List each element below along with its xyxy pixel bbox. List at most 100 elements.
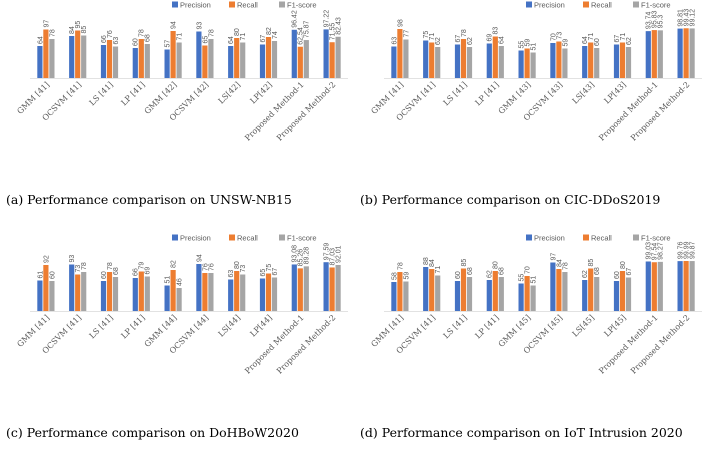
- data-label-precision: 63: [228, 270, 235, 278]
- data-label-precision: 67: [614, 35, 621, 43]
- bar-precision: [454, 281, 461, 311]
- bar-f1-score: [176, 42, 182, 78]
- chart-panel-d: Precision Recall F1-score 58 78 59 GMM [41] 88 8…: [354, 233, 708, 466]
- data-label-recall: 84: [429, 259, 436, 267]
- bar-recall: [297, 268, 303, 311]
- data-label-f1-score: 73: [240, 265, 247, 273]
- bar-recall: [651, 30, 657, 78]
- data-label-precision: 66: [101, 35, 108, 43]
- legend-f1-score-label: F1-score: [287, 1, 317, 10]
- legend-recall-label: Recall: [237, 234, 258, 243]
- bar-precision: [423, 267, 429, 311]
- data-label-f1-score: 69: [145, 267, 152, 275]
- bar-f1-score: [498, 46, 504, 78]
- legend-recall-swatch: [229, 234, 235, 241]
- legend-recall-label: Recall: [237, 1, 258, 10]
- data-label-f1-score: 67: [272, 268, 279, 276]
- category-label: LP [41]: [119, 313, 146, 340]
- data-label-recall: 65: [202, 36, 209, 44]
- bar-f1-score: [49, 39, 55, 78]
- data-label-precision: 69: [487, 34, 494, 42]
- bar-recall: [397, 272, 403, 311]
- category-label: LS [41]: [442, 313, 469, 340]
- data-label-f1-score: 67: [626, 268, 633, 276]
- category-label: LS [41]: [442, 80, 469, 107]
- data-label-recall: 80: [620, 261, 627, 269]
- chart-panel-c: Precision Recall F1-score 61 92 60 GMM [41] 93 7…: [0, 233, 354, 466]
- data-label-f1-score: 76: [208, 263, 215, 271]
- data-label-recall: 80: [493, 261, 500, 269]
- data-label-f1-score: 99.12: [690, 9, 697, 27]
- data-label-precision: 55: [519, 41, 526, 49]
- data-label-precision: 60: [614, 271, 621, 279]
- data-label-precision: 93: [196, 22, 203, 30]
- bar-precision: [518, 283, 524, 311]
- data-label-recall: 95.83: [652, 10, 659, 28]
- data-label-f1-score: 68: [467, 267, 474, 275]
- legend-recall: Recall: [583, 1, 612, 10]
- bar-f1-score: [594, 277, 600, 311]
- legend-precision-label: Precision: [534, 234, 565, 243]
- data-label-precision: 65: [260, 269, 267, 277]
- data-label-recall: 75: [266, 264, 273, 272]
- bar-precision: [677, 28, 683, 78]
- legend-recall: Recall: [583, 234, 612, 243]
- data-label-recall: 78: [139, 29, 146, 37]
- bar-f1-score: [466, 277, 473, 311]
- data-label-recall: 84: [556, 259, 563, 267]
- bar-recall: [297, 46, 303, 78]
- data-label-f1-score: 68: [594, 267, 601, 275]
- data-label-precision: 97.22: [324, 10, 331, 28]
- data-label-precision: 63: [391, 37, 398, 45]
- data-label-recall: 78: [461, 29, 468, 37]
- data-label-precision: 97: [550, 253, 557, 261]
- bar-f1-score: [240, 274, 246, 311]
- category-label: Proposed Method-1: [597, 80, 660, 143]
- data-label-f1-score: 78: [49, 29, 56, 37]
- data-label-recall: 87.03: [330, 248, 337, 266]
- bar-precision: [37, 280, 43, 311]
- data-label-recall: 99.43: [684, 9, 691, 27]
- bar-precision: [486, 43, 492, 78]
- data-label-f1-score: 68: [145, 34, 152, 42]
- category-label: LP [41]: [119, 80, 146, 107]
- bar-recall: [397, 29, 403, 78]
- data-label-recall: 62.54: [298, 27, 305, 45]
- data-label-precision: 58: [391, 272, 398, 280]
- bar-recall: [651, 262, 657, 311]
- bar-precision: [69, 36, 75, 78]
- data-label-f1-score: 75.87: [304, 20, 311, 38]
- category-label: Proposed Method-1: [597, 313, 660, 376]
- bar-f1-score: [594, 48, 600, 78]
- chart-panel-a: Precision Recall F1-score 64 97 78 GMM [41] 84 9…: [0, 0, 354, 233]
- bar-recall: [429, 42, 435, 78]
- data-label-f1-score: 71: [177, 33, 184, 41]
- legend-precision-swatch: [172, 1, 178, 8]
- bar-recall: [138, 271, 144, 311]
- bar-f1-score: [271, 41, 278, 78]
- data-label-precision: 61: [37, 271, 44, 279]
- bar-recall: [460, 39, 467, 78]
- bar-precision: [582, 280, 588, 311]
- data-label-recall: 73: [75, 265, 82, 273]
- data-label-f1-score: 71: [435, 266, 442, 274]
- bar-f1-score: [466, 47, 473, 78]
- data-label-f1-score: 68: [113, 267, 120, 275]
- legend-f1-score-swatch: [633, 234, 639, 241]
- data-label-precision: 66: [133, 268, 140, 276]
- category-label: LP [41]: [473, 80, 500, 107]
- data-label-f1-score: 62: [435, 37, 442, 45]
- bar-precision: [391, 46, 397, 78]
- data-label-precision: 60: [455, 271, 462, 279]
- category-label: LS[43]: [571, 80, 597, 106]
- data-label-recall: 59: [525, 39, 532, 47]
- bar-f1-score: [303, 40, 309, 78]
- bar-f1-score: [530, 52, 536, 78]
- data-label-recall: 78: [107, 262, 114, 270]
- bar-recall: [588, 42, 594, 78]
- data-label-recall: 71: [620, 33, 627, 41]
- data-label-precision: 93.74: [646, 12, 653, 30]
- legend-precision: Precision: [172, 234, 211, 243]
